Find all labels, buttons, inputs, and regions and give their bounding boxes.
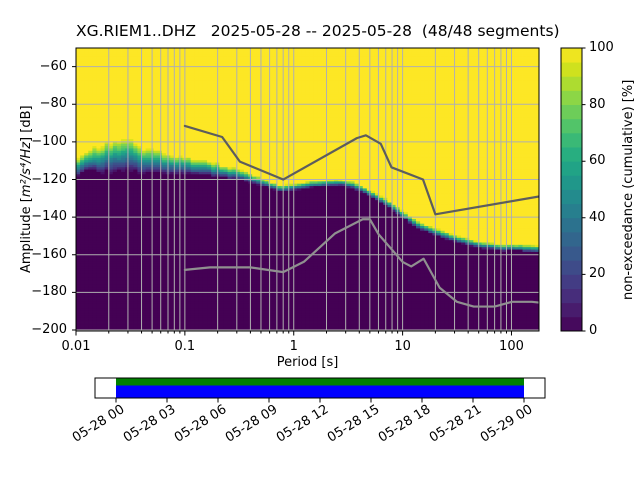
- coverage-timeline: [95, 378, 545, 398]
- y-tick-label: −140: [31, 209, 67, 225]
- colorbar-tick-label: 60: [589, 153, 606, 169]
- colorbar-tick-label: 40: [589, 209, 606, 225]
- x-tick-label: 10: [394, 339, 411, 354]
- y-axis-label-math: m²/s⁴/Hz: [19, 142, 34, 198]
- y-tick-label: −160: [31, 246, 67, 262]
- colorbar-tick-label: 20: [589, 266, 606, 282]
- colorbar: [561, 48, 582, 331]
- colorbar-tick-label: 80: [589, 96, 606, 112]
- ppsd-plot-area: [76, 48, 539, 331]
- x-tick-label: 100: [499, 339, 524, 354]
- colorbar-tick-label: 0: [589, 323, 598, 338]
- x-tick-label: 1: [289, 339, 298, 354]
- x-axis-label: Period [s]: [276, 355, 339, 370]
- x-tick-label: 0.1: [174, 339, 196, 354]
- y-tick-label: −100: [31, 133, 67, 149]
- y-tick-label: −180: [31, 284, 67, 300]
- colorbar-label: non-exceedance (cumulative) [%]: [621, 79, 636, 300]
- plot-title: XG.RIEM1..DHZ 2025-05-28 -- 2025-05-28 (…: [76, 22, 560, 40]
- y-tick-label: −60: [39, 58, 67, 74]
- y-tick-label: −80: [39, 96, 67, 112]
- y-tick-label: −120: [31, 171, 67, 187]
- x-tick-label: 0.01: [61, 339, 91, 354]
- colorbar-tick-label: 100: [589, 40, 614, 55]
- y-tick-label: −200: [31, 322, 67, 338]
